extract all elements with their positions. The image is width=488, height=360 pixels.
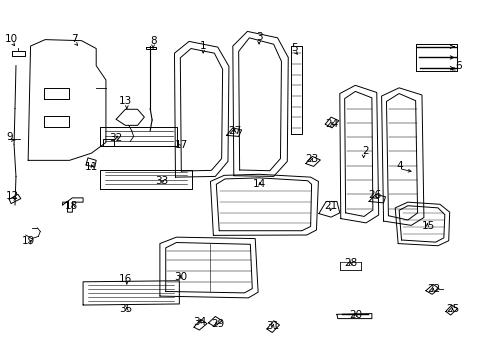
Text: 32: 32: [109, 133, 122, 143]
Text: 3: 3: [255, 32, 262, 42]
Text: 22: 22: [427, 284, 440, 294]
Text: 26: 26: [367, 190, 381, 200]
Text: 13: 13: [119, 96, 132, 107]
Text: 10: 10: [4, 34, 18, 44]
Text: 6: 6: [454, 61, 461, 71]
Text: 19: 19: [21, 237, 35, 247]
Text: 2: 2: [362, 147, 368, 157]
Text: 33: 33: [155, 176, 168, 186]
Text: 24: 24: [325, 118, 338, 129]
Text: 9: 9: [7, 132, 14, 142]
Text: 21: 21: [324, 201, 337, 211]
Text: 14: 14: [252, 179, 265, 189]
Text: 11: 11: [84, 162, 98, 172]
Text: 34: 34: [193, 317, 206, 327]
Text: 27: 27: [228, 126, 241, 136]
Text: 20: 20: [348, 310, 361, 320]
Text: 29: 29: [211, 319, 224, 329]
Text: 35: 35: [119, 304, 132, 314]
Text: 25: 25: [445, 304, 458, 314]
Text: 31: 31: [265, 321, 279, 331]
Text: 28: 28: [343, 258, 356, 268]
Text: 17: 17: [174, 140, 187, 150]
Text: 30: 30: [173, 272, 186, 282]
Text: 16: 16: [119, 274, 132, 284]
Text: 12: 12: [5, 191, 19, 201]
Text: 8: 8: [149, 36, 156, 46]
Text: 7: 7: [71, 34, 78, 44]
Text: 5: 5: [291, 43, 297, 53]
Text: 4: 4: [396, 161, 403, 171]
Text: 15: 15: [421, 221, 434, 231]
Text: 23: 23: [305, 154, 318, 164]
Text: 1: 1: [200, 41, 206, 51]
Text: 18: 18: [65, 201, 79, 211]
